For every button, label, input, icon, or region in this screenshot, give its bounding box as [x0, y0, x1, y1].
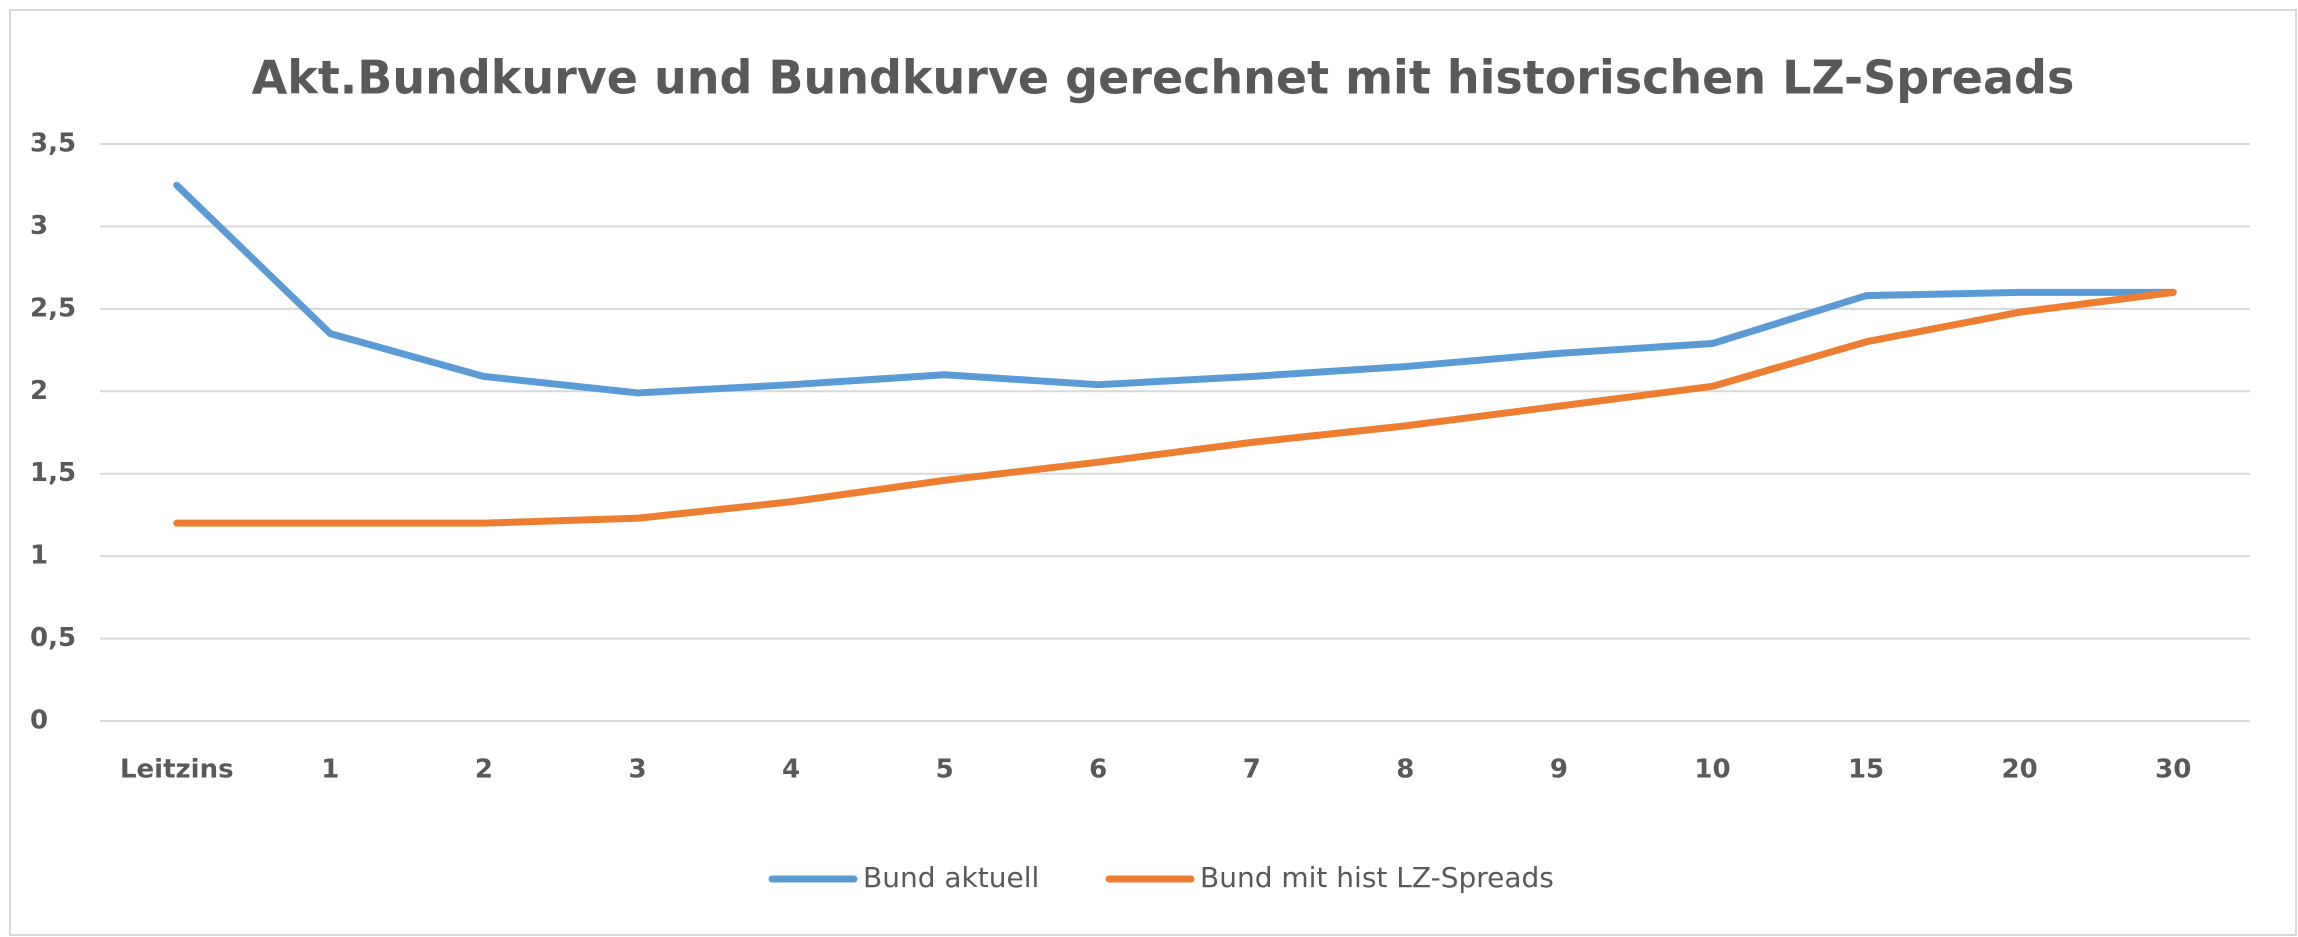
y-tick-label: 3: [30, 211, 48, 241]
y-tick-label: 1: [30, 541, 48, 571]
line-series: [173, 181, 2177, 397]
x-tick-label: Leitzins: [120, 755, 234, 785]
x-tick-label: 7: [1243, 755, 1261, 785]
y-tick-label: 0,5: [30, 623, 76, 653]
legend-label: Bund mit hist LZ-Spreads: [1200, 861, 1554, 894]
x-tick-label: 8: [1396, 755, 1414, 785]
x-tick-label: 15: [1848, 755, 1884, 785]
x-tick-label: 5: [936, 755, 954, 785]
chart-title: Akt.Bundkurve und Bundkurve gerechnet mi…: [252, 51, 2075, 105]
y-tick-label: 2,5: [30, 293, 76, 323]
y-tick-label: 1,5: [30, 458, 76, 488]
x-tick-label: 3: [628, 755, 646, 785]
x-tick-label: 10: [1694, 755, 1730, 785]
x-tick-label: 20: [2002, 755, 2038, 785]
x-tick-label: 30: [2155, 755, 2191, 785]
x-tick-label: 4: [782, 755, 800, 785]
legend-label: Bund aktuell: [863, 861, 1039, 894]
x-tick-label: 6: [1089, 755, 1107, 785]
y-tick-label: 2: [30, 376, 48, 406]
line-series: [173, 288, 2177, 527]
y-tick-label: 3,5: [30, 129, 76, 159]
x-tick-label: 9: [1550, 755, 1568, 785]
x-tick-label: 2: [475, 755, 493, 785]
y-tick-label: 0: [30, 706, 48, 736]
x-tick-label: 1: [321, 755, 339, 785]
chart-frame: [9, 9, 2297, 936]
